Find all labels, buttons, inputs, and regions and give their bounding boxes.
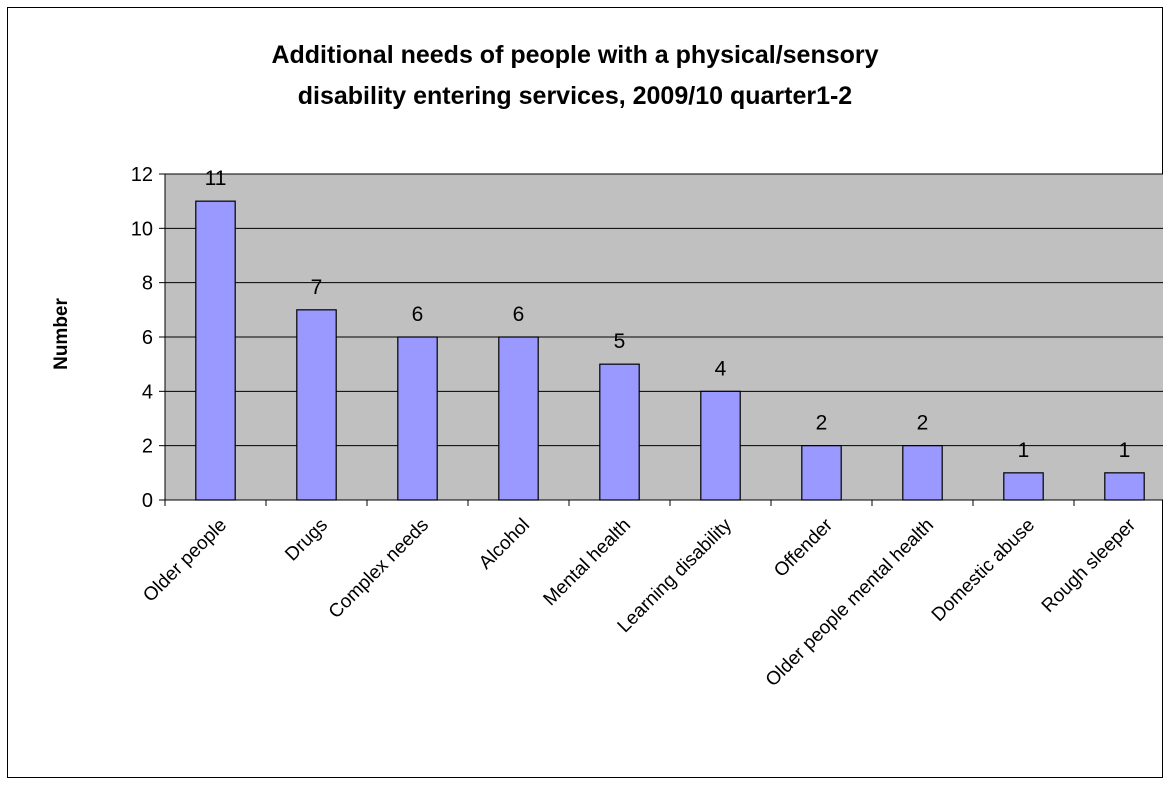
bar-1 xyxy=(296,309,337,501)
y-tick-label-4: 4 xyxy=(142,381,153,403)
bar-7 xyxy=(902,445,943,501)
bar-4 xyxy=(599,363,640,501)
data-label-8: 1 xyxy=(1018,439,1030,462)
data-label-5: 4 xyxy=(715,357,727,380)
chart-title-line-1: Additional needs of people with a physic… xyxy=(271,41,878,69)
data-label-6: 2 xyxy=(816,412,828,435)
bar-8 xyxy=(1003,472,1044,501)
bar-chart: Additional needs of people with a physic… xyxy=(7,7,1171,778)
bar-6 xyxy=(801,445,842,501)
bar-0 xyxy=(195,200,236,501)
data-label-4: 5 xyxy=(614,330,626,353)
chart-title-line-2: disability entering services, 2009/10 qu… xyxy=(298,82,852,110)
data-label-9: 1 xyxy=(1119,439,1131,462)
bar-9 xyxy=(1104,472,1145,501)
y-tick-label-10: 10 xyxy=(131,218,153,240)
y-tick-label-8: 8 xyxy=(142,273,153,295)
bar-5 xyxy=(700,390,741,501)
y-tick-label-12: 12 xyxy=(131,164,153,186)
y-tick-label-0: 0 xyxy=(142,490,153,512)
data-label-7: 2 xyxy=(917,412,929,435)
bar-3 xyxy=(498,336,539,501)
y-tick-label-2: 2 xyxy=(142,436,153,458)
y-tick-label-6: 6 xyxy=(142,327,153,349)
y-axis-label: Number xyxy=(51,298,72,370)
data-label-2: 6 xyxy=(412,303,424,326)
data-label-3: 6 xyxy=(513,303,525,326)
bar-2 xyxy=(397,336,438,501)
data-label-1: 7 xyxy=(311,276,323,299)
data-label-0: 11 xyxy=(205,167,227,190)
chart-container: Additional needs of people with a physic… xyxy=(7,7,1171,778)
